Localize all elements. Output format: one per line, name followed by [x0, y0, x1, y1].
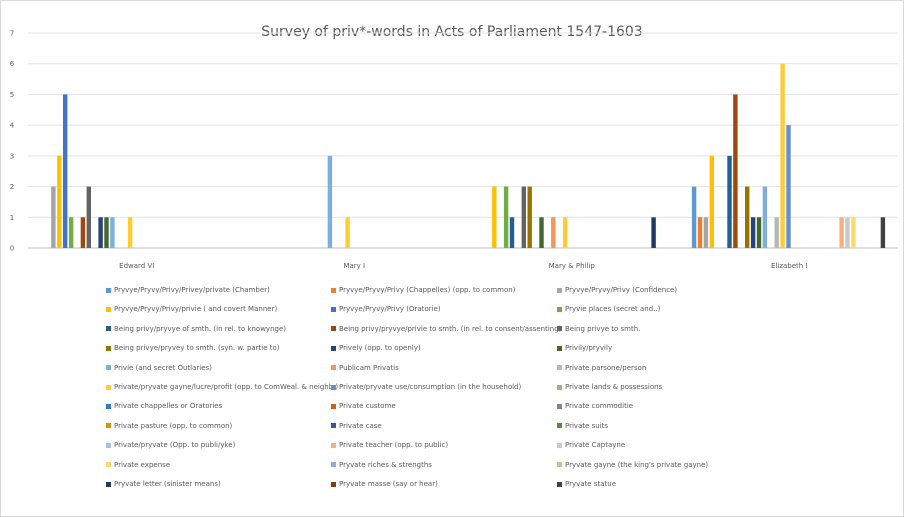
bar — [756, 217, 762, 248]
bar — [63, 94, 68, 248]
bar — [733, 94, 738, 248]
y-tick-label: 2 — [10, 183, 14, 191]
bar — [80, 217, 86, 248]
x-tick-label: Elizabeth I — [771, 262, 808, 270]
y-tick-label: 3 — [10, 152, 14, 160]
bar — [68, 217, 74, 248]
bar — [527, 186, 532, 248]
bar — [880, 217, 886, 248]
bar — [727, 155, 732, 248]
y-tick-label: 6 — [10, 60, 15, 68]
x-tick-label: Mary I — [343, 262, 365, 270]
bar — [104, 217, 109, 248]
bar — [345, 217, 350, 248]
x-tick-label: Mary & Philip — [549, 262, 596, 270]
y-tick-label: 1 — [10, 214, 14, 222]
bar — [780, 63, 785, 248]
bar — [509, 217, 515, 248]
y-tick-label: 7 — [10, 30, 14, 38]
x-tick-label: Edward VI — [119, 262, 154, 270]
bar — [110, 217, 115, 248]
y-tick-label: 5 — [10, 91, 14, 99]
bar — [750, 217, 756, 248]
bar — [786, 125, 791, 248]
y-tick-label: 0 — [10, 245, 14, 253]
bar — [503, 186, 509, 248]
bar — [127, 217, 133, 248]
bar — [745, 186, 750, 248]
bar — [562, 217, 568, 248]
bar — [98, 217, 103, 248]
bar — [709, 155, 714, 248]
bar — [492, 186, 497, 248]
bar — [845, 217, 850, 248]
bar — [851, 217, 856, 248]
bar — [327, 155, 333, 248]
bar — [697, 217, 703, 248]
bar — [839, 217, 844, 248]
bar — [691, 186, 697, 248]
bar — [762, 186, 768, 248]
bar — [774, 217, 779, 248]
bar — [57, 155, 62, 248]
bar — [539, 217, 544, 248]
bar — [86, 186, 91, 248]
chart-title: Survey of priv*-words in Acts of Parliam… — [261, 24, 643, 40]
bar — [651, 217, 656, 248]
bar — [703, 217, 709, 248]
y-tick-label: 4 — [10, 122, 15, 130]
bar — [51, 186, 56, 248]
bar — [521, 186, 526, 248]
bar — [551, 217, 556, 248]
